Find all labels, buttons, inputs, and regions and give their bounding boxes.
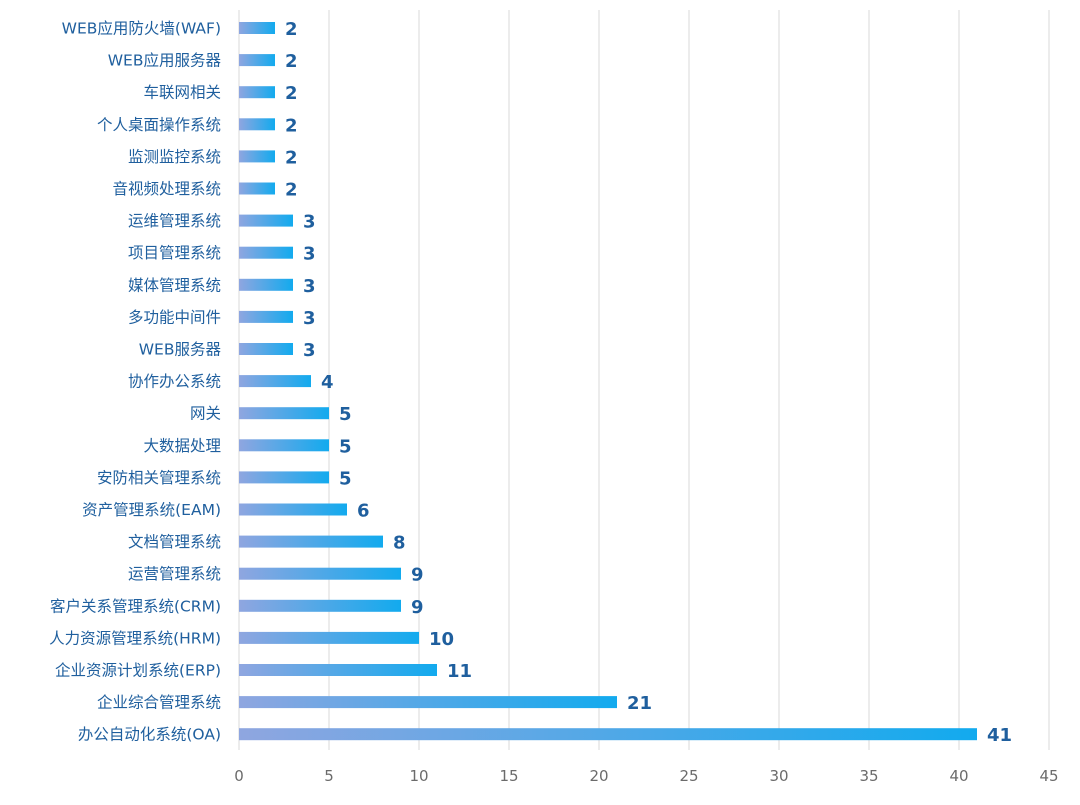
- bar: [239, 535, 383, 548]
- bar: [239, 728, 977, 741]
- category-label: 音视频处理系统: [112, 180, 221, 198]
- category-label: 文档管理系统: [128, 533, 221, 551]
- x-tick-label: 15: [499, 767, 518, 785]
- value-label: 2: [285, 147, 298, 168]
- bar: [239, 86, 275, 99]
- x-tick-label: 5: [324, 767, 334, 785]
- category-label: 多功能中间件: [128, 308, 221, 326]
- value-label: 3: [303, 308, 316, 329]
- bar: [239, 22, 275, 34]
- category-label: 协作办公系统: [128, 373, 221, 391]
- x-tick-label: 10: [409, 767, 428, 785]
- x-tick-label: 35: [859, 767, 878, 785]
- bar: [239, 375, 311, 388]
- category-label: 车联网相关: [143, 84, 221, 102]
- x-tick-label: 20: [589, 767, 608, 785]
- category-label: 媒体管理系统: [128, 276, 221, 294]
- value-label: 5: [339, 436, 352, 457]
- category-label: 运营管理系统: [128, 565, 221, 583]
- bar: [239, 664, 437, 676]
- category-label: 个人桌面操作系统: [97, 116, 221, 134]
- x-tick-label: 25: [679, 767, 698, 785]
- bars: [239, 22, 977, 741]
- value-label: 2: [285, 83, 298, 104]
- bar: [239, 214, 293, 227]
- value-label: 4: [321, 372, 334, 393]
- bar: [239, 567, 401, 580]
- bar: [239, 182, 275, 195]
- category-label: 运维管理系统: [128, 212, 221, 230]
- value-label: 2: [285, 51, 298, 72]
- value-label: 8: [393, 533, 406, 554]
- category-label: 企业资源计划系统(ERP): [55, 662, 221, 680]
- bar: [239, 599, 401, 612]
- x-tick-label: 30: [769, 767, 788, 785]
- value-label: 9: [411, 565, 424, 586]
- value-label: 21: [627, 693, 652, 714]
- value-label: 6: [357, 501, 370, 522]
- category-label: 监测监控系统: [128, 148, 221, 166]
- value-label: 5: [339, 468, 352, 489]
- category-label: 办公自动化系统(OA): [78, 726, 221, 744]
- category-label: 资产管理系统(EAM): [82, 501, 221, 519]
- value-label: 3: [303, 276, 316, 297]
- category-label: WEB应用服务器: [108, 51, 222, 70]
- value-label: 41: [987, 725, 1012, 746]
- x-tick-label: 0: [234, 767, 244, 785]
- bar: [239, 150, 275, 163]
- bar: [239, 118, 275, 131]
- bar: [239, 310, 293, 323]
- bar: [239, 439, 329, 452]
- grid-lines: [238, 10, 1050, 750]
- bar: [239, 631, 419, 644]
- category-label: 人力资源管理系统(HRM): [49, 629, 221, 647]
- category-label: 网关: [190, 405, 221, 423]
- value-label: 10: [429, 629, 454, 650]
- bar: [239, 471, 329, 484]
- bar: [239, 696, 617, 709]
- category-label: 客户关系管理系统(CRM): [50, 597, 221, 615]
- category-label: 大数据处理: [143, 437, 221, 455]
- value-label: 2: [285, 180, 298, 201]
- category-label: 企业综合管理系统: [97, 694, 221, 712]
- value-label: 3: [303, 340, 316, 361]
- category-labels: WEB应用防火墙(WAF) WEB应用服务器车联网相关个人桌面操作系统监测监控系统…: [49, 19, 221, 744]
- category-label: WEB应用防火墙(WAF): [62, 19, 221, 38]
- bar: [239, 407, 329, 420]
- x-tick-label: 40: [949, 767, 968, 785]
- bar: [239, 278, 293, 291]
- category-label: 安防相关管理系统: [97, 469, 221, 487]
- bar: [239, 343, 293, 355]
- value-label: 2: [285, 115, 298, 136]
- bar: [239, 503, 347, 516]
- x-tick-label: 45: [1039, 767, 1058, 785]
- value-label: 3: [303, 212, 316, 233]
- value-label: 2: [285, 19, 298, 40]
- bar: [239, 246, 293, 259]
- category-label: 项目管理系统: [128, 244, 221, 262]
- category-label: WEB服务器: [139, 341, 222, 359]
- value-label: 3: [303, 244, 316, 265]
- bar: [239, 54, 275, 67]
- x-axis-ticks: 0 5 10 15 20 25 30 35 40 45: [234, 767, 1058, 785]
- value-label: 9: [411, 597, 424, 618]
- value-label: 11: [447, 661, 472, 682]
- value-label: 5: [339, 404, 352, 425]
